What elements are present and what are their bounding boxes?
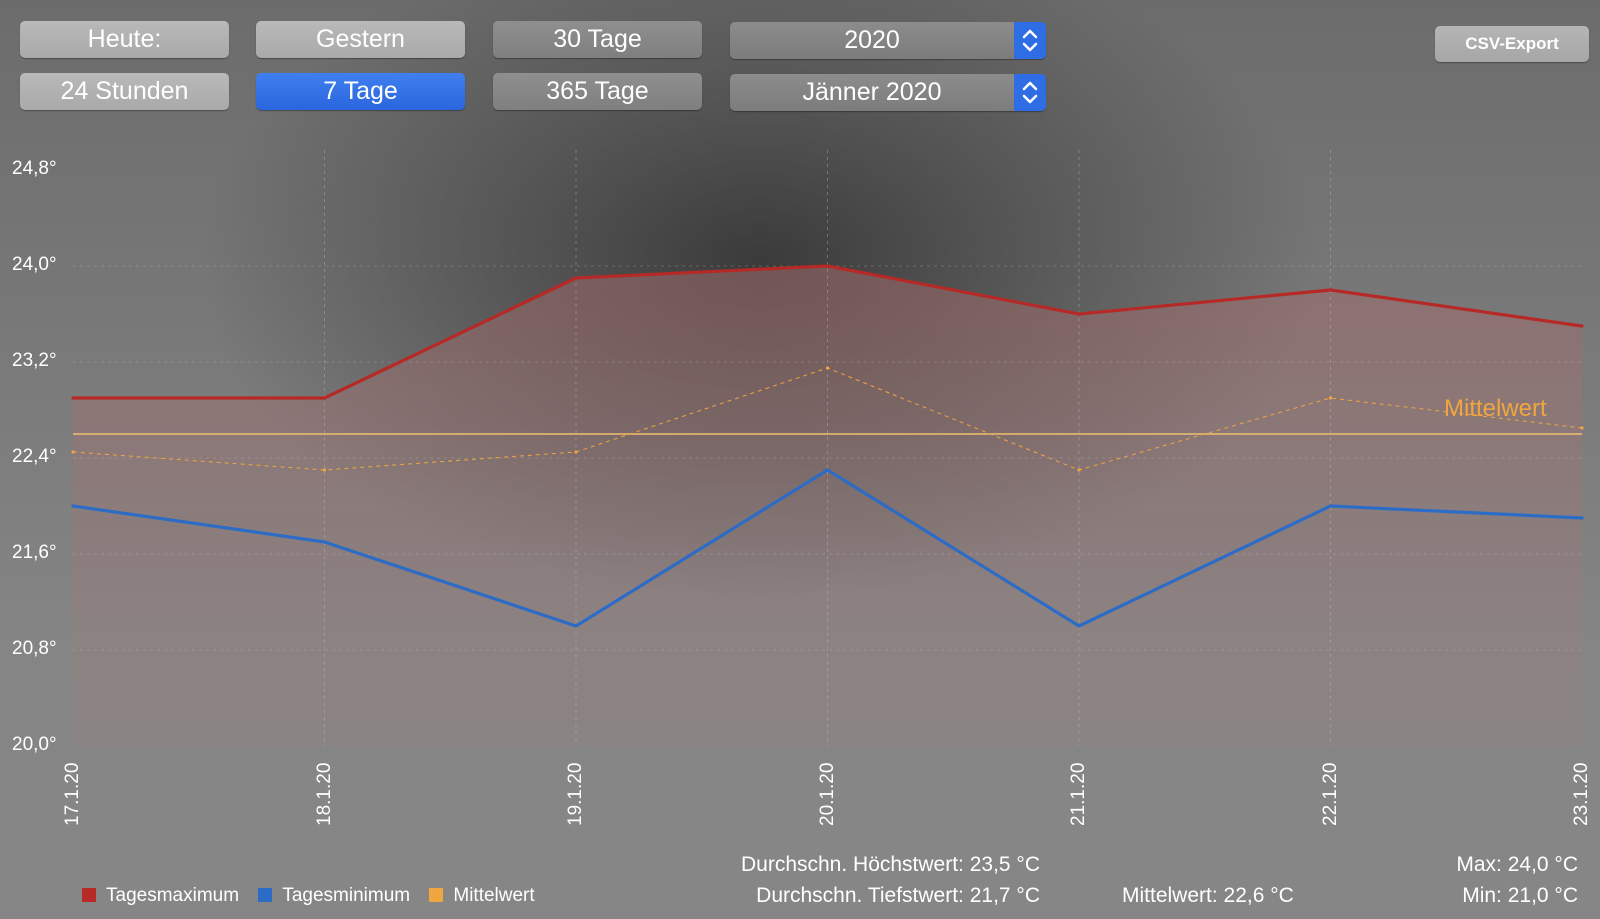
data-point-tagesminimum bbox=[1580, 516, 1584, 520]
data-point-tagesmaximum bbox=[71, 396, 75, 400]
data-point-tagesmaximum bbox=[1077, 312, 1081, 316]
7-days-button[interactable]: 7 Tage bbox=[256, 73, 465, 110]
year-stepper-icon[interactable] bbox=[1014, 22, 1046, 59]
data-point-mittelwert bbox=[1077, 468, 1081, 472]
data-point-mittelwert bbox=[322, 468, 327, 472]
data-point-tagesminimum bbox=[825, 468, 830, 472]
data-point-tagesmaximum bbox=[574, 276, 578, 280]
legend-label-min: Tagesminimum bbox=[282, 885, 411, 906]
x-tick-label: 17.1.20 bbox=[62, 762, 83, 826]
legend-swatch-min bbox=[258, 888, 273, 902]
legend: Tagesmaximum Tagesminimum Mittelwert bbox=[82, 885, 549, 907]
legend-label-max: Tagesmaximum bbox=[106, 885, 240, 906]
data-point-mittelwert bbox=[825, 366, 830, 370]
data-point-tagesminimum bbox=[574, 624, 578, 628]
mean-stat: Mittelwert: 22,6 °C bbox=[1122, 884, 1294, 907]
x-tick-label: 19.1.20 bbox=[565, 762, 586, 826]
legend-swatch-max bbox=[82, 888, 96, 902]
data-point-tagesminimum bbox=[322, 540, 327, 544]
data-point-tagesminimum bbox=[1328, 504, 1333, 508]
min-stat: Min: 21,0 °C bbox=[1462, 884, 1578, 907]
max-stat: Max: 24,0 °C bbox=[1456, 853, 1578, 876]
legend-label-mean: Mittelwert bbox=[453, 885, 535, 906]
30-days-button[interactable]: 30 Tage bbox=[493, 21, 702, 58]
data-point-tagesminimum bbox=[1077, 624, 1081, 628]
y-tick-label: 24,8° bbox=[12, 158, 57, 179]
data-point-tagesmaximum bbox=[1580, 324, 1584, 328]
365-days-button[interactable]: 365 Tage bbox=[493, 73, 702, 110]
avg-low-stat: Durchschn. Tiefstwert: 21,7 °C bbox=[756, 884, 1040, 907]
data-point-tagesminimum bbox=[71, 504, 75, 508]
data-point-tagesmaximum bbox=[1328, 288, 1333, 292]
data-point-mittelwert bbox=[1328, 396, 1333, 400]
year-select-value: 2020 bbox=[844, 26, 900, 54]
x-tick-label: 22.1.20 bbox=[1319, 762, 1341, 826]
data-point-mittelwert bbox=[1580, 426, 1584, 430]
month-select-value: Jänner 2020 bbox=[802, 78, 942, 106]
avg-high-stat: Durchschn. Höchstwert: 23,5 °C bbox=[740, 853, 1040, 876]
data-point-tagesmaximum bbox=[322, 396, 327, 400]
data-point-mittelwert bbox=[574, 450, 578, 454]
y-tick-label: 21,6° bbox=[12, 542, 57, 563]
y-tick-label: 24,0° bbox=[12, 254, 57, 275]
y-tick-label: 20,8° bbox=[12, 638, 57, 659]
x-tick-label: 23.1.20 bbox=[1571, 762, 1592, 826]
x-tick-label: 20.1.20 bbox=[816, 762, 838, 826]
legend-swatch-mean bbox=[429, 888, 444, 902]
month-select[interactable]: Jänner 2020 bbox=[730, 74, 1046, 111]
year-select[interactable]: 2020 bbox=[730, 22, 1046, 59]
y-tick-label: 20,0° bbox=[12, 734, 57, 755]
y-tick-label: 23,2° bbox=[12, 350, 57, 371]
csv-export-button[interactable]: CSV-Export bbox=[1435, 26, 1589, 62]
month-stepper-icon[interactable] bbox=[1014, 74, 1046, 111]
data-point-mittelwert bbox=[71, 450, 75, 454]
mean-line-label: Mittelwert bbox=[1444, 395, 1547, 422]
x-tick-label: 21.1.20 bbox=[1068, 762, 1089, 826]
x-tick-label: 18.1.20 bbox=[313, 762, 335, 826]
y-tick-label: 22,4° bbox=[12, 446, 57, 467]
24-hours-button[interactable]: 24 Stunden bbox=[20, 73, 229, 110]
yesterday-button[interactable]: Gestern bbox=[256, 21, 465, 58]
today-button[interactable]: Heute: bbox=[20, 21, 229, 58]
data-point-tagesmaximum bbox=[825, 264, 830, 268]
max-area-fill bbox=[73, 266, 1582, 746]
